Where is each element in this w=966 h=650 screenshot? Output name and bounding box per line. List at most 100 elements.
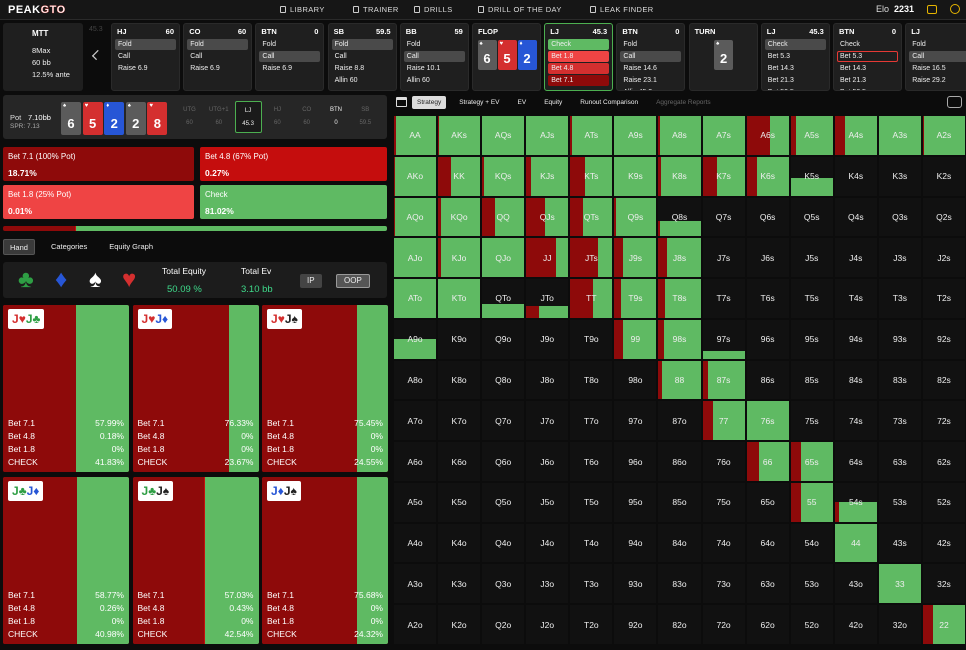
hand-cell[interactable]: J2o [526,605,569,644]
hand-cell[interactable]: J9o [526,319,569,359]
nav-item[interactable]: LEAK FINDER [600,5,654,14]
action-option[interactable]: Fold [187,39,249,50]
hand-cell[interactable]: Q8o [482,360,525,400]
hand-cell[interactable]: K2s [922,156,965,196]
hand-cell[interactable]: J8o [526,360,569,400]
seat[interactable]: CO 60 [293,101,320,133]
hand-cell[interactable]: A9s [614,116,657,155]
action-option[interactable]: Raise 6.9 [118,65,148,72]
hand-cell[interactable]: J7o [526,401,569,441]
action-option[interactable]: Check [764,39,826,50]
tab[interactable]: Categories [50,242,88,251]
hand-cell[interactable]: T2s [922,279,965,318]
action-option[interactable]: Fold [623,41,638,48]
hand-cell[interactable]: T9s [614,279,657,318]
hand-cell[interactable]: QQ [482,197,525,237]
hand-cell[interactable]: AKo [394,156,437,196]
hand-cell[interactable]: T4s [834,279,877,318]
hand-cell[interactable]: Q2s [922,197,965,237]
hand-cell[interactable]: 52s [922,482,965,522]
hand-cell[interactable]: K3s [878,156,921,196]
hand-cell[interactable]: K9o [438,319,481,359]
action-option[interactable]: Fold [331,39,393,50]
hand-cell[interactable]: AQo [394,197,437,237]
hand-cell[interactable]: A5o [394,482,437,522]
hand-cell[interactable]: 97s [702,319,745,359]
hand-cell[interactable]: T8o [570,360,613,400]
hand-cell[interactable]: J6s [746,238,789,278]
hand-cell[interactable]: 83s [878,360,921,400]
position-toggle[interactable]: OOP [336,274,370,288]
hand-cell[interactable]: 72o [702,605,745,644]
hand-cell[interactable]: 94o [614,523,657,563]
hand-cell[interactable]: K6o [438,442,481,481]
hand-cell[interactable]: 92o [614,605,657,644]
hand-cell[interactable]: 42o [834,605,877,644]
hand-cell[interactable]: 43s [878,523,921,563]
hand-cell[interactable]: JJ [526,238,569,278]
position-toggle[interactable]: IP [300,274,322,288]
action-option[interactable]: Raise 16.5 [912,65,946,72]
action-option[interactable]: Raise 14.6 [623,65,657,72]
hand-cell[interactable]: 64o [746,523,789,563]
hand-cell[interactable]: J9s [614,238,657,278]
action-option[interactable]: Bet 14.3 [840,65,867,72]
hand-cell[interactable]: K3o [438,564,481,604]
hand-cell[interactable]: A3o [394,564,437,604]
hand-cell[interactable]: 33 [878,564,921,604]
action-option[interactable]: Call [403,51,465,62]
hand-cell[interactable]: 86s [746,360,789,400]
hand-cell[interactable]: Q9o [482,319,525,359]
hand-cell[interactable]: QJs [526,197,569,237]
nav-item[interactable]: TRAINER [363,5,399,14]
action-option[interactable]: Fold [912,41,926,48]
hand-cell[interactable]: Q2o [482,605,525,644]
matrix-icon[interactable] [396,97,407,107]
help-icon[interactable] [950,4,960,14]
hand-cell[interactable]: K4o [438,523,481,563]
hand-cell[interactable]: 95o [614,482,657,522]
hand-cell[interactable]: T6o [570,442,613,481]
hand-cell[interactable]: 98s [658,319,701,359]
action-option[interactable]: Raise 8.8 [334,65,365,72]
hand-cell[interactable]: Q3s [878,197,921,237]
hand-cell[interactable]: K8s [658,156,701,196]
action-card[interactable]: LJ 45.3 Check Bet 5.3 Bet 14.3 Bet 21.3 Bet 50… [760,23,830,91]
seat[interactable]: BTN 0 [323,101,350,133]
view-tab[interactable]: Strategy + EV [459,99,500,106]
hand-cell[interactable]: 84o [658,523,701,563]
suit-filter[interactable]: ♥ [122,266,137,293]
action-option[interactable]: Allin 45.3 [620,87,681,90]
hand-cell[interactable]: 54o [790,523,833,563]
hand-cell[interactable]: 88 [658,360,701,400]
action-card[interactable]: CO 60 Fold Call Raise 6.9 [183,23,253,91]
hand-cell[interactable]: Q7s [702,197,745,237]
hand-cell[interactable]: A8o [394,360,437,400]
hand-cell[interactable]: AQs [482,116,525,155]
hand-cell[interactable]: J2s [922,238,965,278]
seat[interactable]: SB 59.5 [352,101,379,133]
hand-cell[interactable]: AJo [394,238,437,278]
hand-cell[interactable]: TT [570,279,613,318]
hand-card[interactable]: J ♣ J ♦ Bet 7.1 58.77% Bet 4.8 0.26% Bet 1.8 0% CH… [3,477,129,644]
hand-cell[interactable]: QJo [482,238,525,278]
hand-cell[interactable]: A4s [834,116,877,155]
hand-cell[interactable]: K7o [438,401,481,441]
hand-cell[interactable]: J3o [526,564,569,604]
hand-cell[interactable]: J7s [702,238,745,278]
hand-cell[interactable]: A7s [702,116,745,155]
suit-filter[interactable]: ♠ [89,266,102,293]
hand-cell[interactable]: T5s [790,279,833,318]
hand-cell[interactable]: 74o [702,523,745,563]
nav-item[interactable]: DRILL OF THE DAY [488,5,562,14]
hand-cell[interactable]: 62s [922,442,965,481]
action-option[interactable]: Raise 29.2 [912,77,946,84]
hand-cell[interactable]: K5s [790,156,833,196]
hand-cell[interactable]: 62o [746,605,789,644]
hand-cell[interactable]: 72s [922,401,965,441]
hand-cell[interactable]: 76o [702,442,745,481]
hand-cell[interactable]: 73s [878,401,921,441]
action-card[interactable]: TURN ♠ 2 [688,23,758,91]
hand-cell[interactable]: 64s [834,442,877,481]
hand-cell[interactable]: 94s [834,319,877,359]
